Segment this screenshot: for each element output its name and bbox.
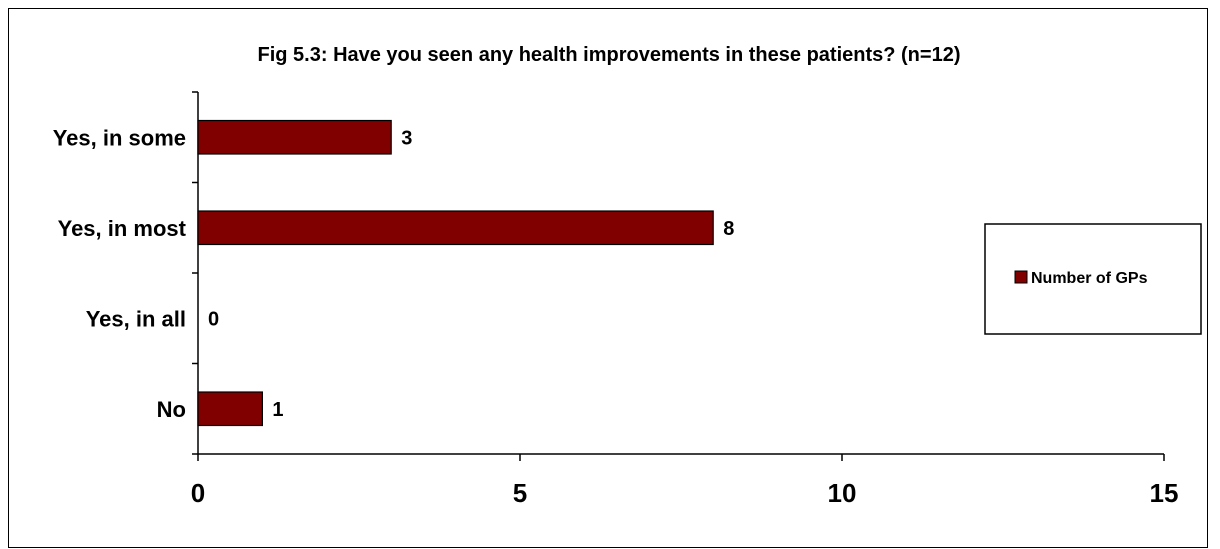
category-label: Yes, in some	[53, 125, 186, 150]
x-tick-label: 15	[1150, 478, 1179, 508]
legend: Number of GPs	[984, 223, 1202, 335]
bar	[197, 119, 392, 155]
x-tick-label: 0	[191, 478, 205, 508]
chart-title: Fig 5.3: Have you seen any health improv…	[258, 44, 961, 66]
legend-label: Number of GPs	[1031, 270, 1148, 287]
bar	[197, 210, 714, 246]
category-label: Yes, in most	[58, 216, 187, 241]
bar	[197, 391, 264, 427]
legend-swatch	[1014, 270, 1028, 284]
chart-frame: Fig 5.3: Have you seen any health improv…	[8, 8, 1208, 548]
data-label: 0	[208, 308, 219, 330]
data-label: 8	[723, 218, 734, 240]
data-label: 1	[272, 399, 283, 421]
bar-chart: Fig 5.3: Have you seen any health improv…	[53, 44, 1202, 508]
category-label: No	[157, 397, 186, 422]
data-label: 3	[401, 127, 412, 149]
x-tick-label: 5	[513, 478, 527, 508]
category-label: Yes, in all	[86, 306, 186, 331]
x-tick-label: 10	[828, 478, 857, 508]
